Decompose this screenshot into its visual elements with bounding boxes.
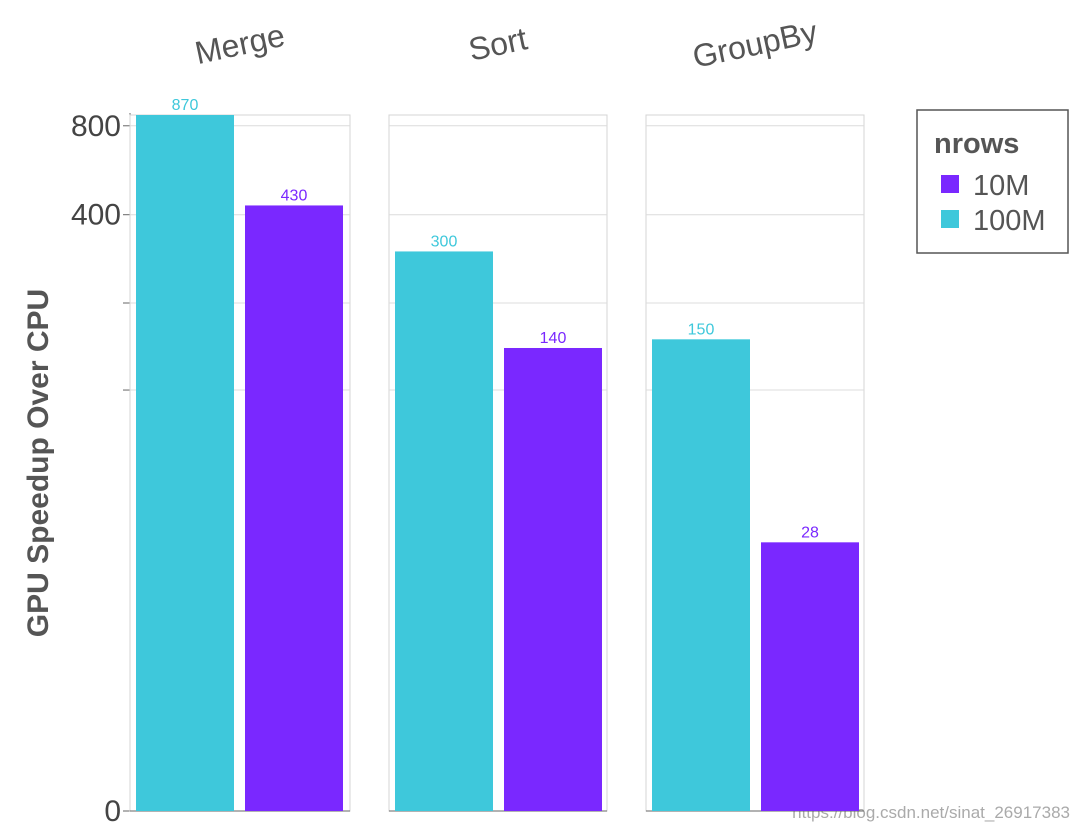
- bar-merge-10m: [245, 205, 343, 811]
- facet-title-groupby: GroupBy: [689, 13, 820, 74]
- y-tick-label: 400: [71, 199, 121, 232]
- legend-swatch-100m: [941, 210, 959, 228]
- bar-sort-100m: [395, 251, 493, 812]
- data-label: 140: [540, 330, 567, 347]
- data-label: 28: [801, 524, 819, 541]
- legend-title: nrows: [934, 128, 1019, 160]
- y-tick-label: 0: [104, 795, 121, 828]
- data-label: 150: [688, 321, 715, 338]
- bar-merge-100m: [136, 115, 234, 811]
- facet-title-sort: Sort: [465, 20, 530, 67]
- bar-groupby-100m: [652, 339, 750, 811]
- data-label: 430: [281, 187, 308, 204]
- y-tick-label: 800: [71, 110, 121, 143]
- legend-swatch-10m: [941, 175, 959, 193]
- legend-label-100m: 100M: [973, 205, 1046, 237]
- bar-groupby-10m: [761, 542, 859, 811]
- data-label: 300: [431, 233, 458, 250]
- data-label: 870: [172, 97, 199, 114]
- y-axis-title: GPU Speedup Over CPU: [22, 289, 55, 637]
- facet-title-merge: Merge: [192, 17, 288, 71]
- legend-label-10m: 10M: [973, 170, 1029, 202]
- watermark: https://blog.csdn.net/sinat_26917383: [792, 803, 1070, 822]
- bar-sort-10m: [504, 347, 602, 811]
